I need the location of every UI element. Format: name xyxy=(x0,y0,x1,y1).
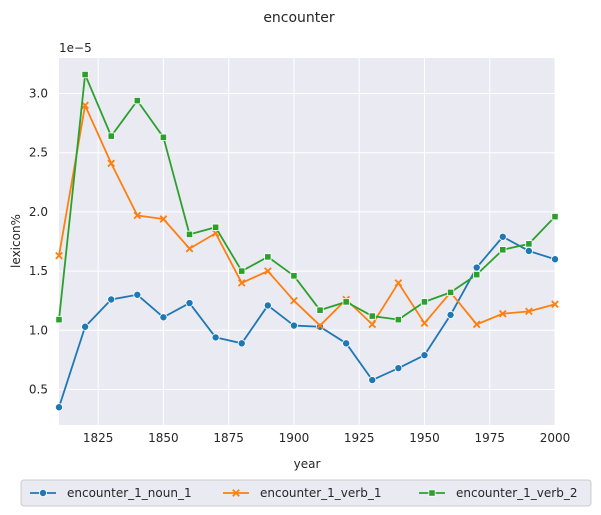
data-point xyxy=(420,351,429,360)
legend-item-encounter_1_verb_1: encounter_1_verb_1 xyxy=(223,486,381,500)
data-point xyxy=(263,301,272,310)
data-point xyxy=(133,211,142,220)
legend-item-encounter_1_verb_2: encounter_1_verb_2 xyxy=(419,486,577,500)
data-point xyxy=(107,132,115,140)
data-point xyxy=(551,255,560,264)
series-line-encounter_1_noun_1 xyxy=(58,235,556,408)
data-point xyxy=(185,244,194,253)
data-point xyxy=(81,70,89,79)
x-tick-label: 2000 xyxy=(540,431,571,445)
data-point xyxy=(394,316,402,324)
legend-item-encounter_1_noun_1: encounter_1_noun_1 xyxy=(30,486,192,500)
data-point xyxy=(498,232,507,241)
x-tick-label: 1900 xyxy=(279,431,310,445)
data-point xyxy=(185,299,194,308)
data-point xyxy=(368,312,376,320)
data-point xyxy=(211,333,220,342)
data-point xyxy=(55,251,63,260)
data-point xyxy=(394,364,403,373)
data-point xyxy=(342,298,350,306)
data-point xyxy=(289,321,298,330)
legend: encounter_1_noun_1 encounter_1_verb_1 enco… xyxy=(20,479,592,507)
y-tick-label: 2.0 xyxy=(29,205,48,219)
data-point xyxy=(159,313,168,322)
data-point xyxy=(446,310,455,319)
legend-marker xyxy=(232,489,240,497)
data-point xyxy=(81,101,89,110)
x-axis-label: year xyxy=(294,457,321,471)
x-tick-labels: 1825 1850 1875 1900 1925 1950 1975 2000 xyxy=(83,431,570,445)
data-point xyxy=(524,246,533,255)
data-point xyxy=(133,290,142,299)
data-point xyxy=(159,133,168,141)
y-tick-labels: 0.5 1.0 1.5 2.0 2.5 3.0 xyxy=(29,87,48,397)
data-point xyxy=(107,295,116,304)
series-line-encounter_1_verb_2 xyxy=(58,73,556,321)
legend-label: encounter_1_noun_1 xyxy=(67,486,192,500)
grid-lines xyxy=(59,58,556,425)
legend-label: encounter_1_verb_1 xyxy=(260,486,381,500)
series-encounter_1_verb_2 xyxy=(55,70,559,324)
data-point xyxy=(525,307,533,316)
data-point xyxy=(394,279,403,287)
series-encounter_1_noun_1 xyxy=(55,232,560,412)
x-tick-label: 1975 xyxy=(474,431,505,445)
data-point xyxy=(264,267,272,275)
data-point xyxy=(499,246,507,254)
y-multiplier-label: 1e−5 xyxy=(59,41,92,55)
data-point xyxy=(342,339,351,348)
legend-marker xyxy=(428,489,436,497)
y-tick-label: 1.0 xyxy=(29,323,48,337)
legend-label: encounter_1_verb_2 xyxy=(456,486,577,500)
data-point xyxy=(316,306,324,314)
series-group xyxy=(55,70,560,412)
data-point xyxy=(473,271,481,279)
data-point xyxy=(55,403,64,412)
data-point xyxy=(551,300,559,309)
data-point xyxy=(290,272,298,280)
data-point xyxy=(290,296,298,305)
x-tick-label: 1875 xyxy=(213,431,244,445)
data-point xyxy=(316,321,324,330)
y-tick-label: 1.5 xyxy=(29,264,48,278)
series-encounter_1_verb_1 xyxy=(55,101,559,330)
data-point xyxy=(264,253,272,261)
y-tick-label: 2.5 xyxy=(29,146,48,160)
legend-marker xyxy=(39,488,48,497)
y-tick-label: 3.0 xyxy=(29,87,48,101)
x-tick-label: 1850 xyxy=(148,431,179,445)
data-point xyxy=(368,376,377,385)
data-point xyxy=(81,322,90,331)
plot-area xyxy=(59,58,555,425)
data-point xyxy=(472,263,481,272)
data-point xyxy=(446,288,455,297)
data-point xyxy=(159,215,168,223)
data-point xyxy=(237,339,246,348)
data-point xyxy=(133,97,141,105)
data-point xyxy=(420,319,429,328)
data-point xyxy=(185,230,194,238)
data-point xyxy=(212,223,220,231)
data-point xyxy=(551,213,559,221)
data-point xyxy=(472,320,481,329)
data-point xyxy=(55,316,63,324)
chart-title: encounter xyxy=(263,10,335,26)
x-tick-label: 1825 xyxy=(83,431,114,445)
data-point xyxy=(237,279,246,287)
x-tick-label: 1925 xyxy=(344,431,375,445)
x-tick-label: 1950 xyxy=(409,431,440,445)
y-tick-label: 0.5 xyxy=(29,382,48,396)
data-point xyxy=(107,159,116,168)
series-line-encounter_1_verb_1 xyxy=(58,104,556,327)
y-axis-label: lexicon% xyxy=(9,214,23,268)
data-point xyxy=(238,267,246,275)
data-point xyxy=(498,309,507,318)
data-point xyxy=(368,320,377,329)
data-point xyxy=(420,298,429,306)
legend-frame xyxy=(20,479,592,507)
data-point xyxy=(525,240,533,248)
